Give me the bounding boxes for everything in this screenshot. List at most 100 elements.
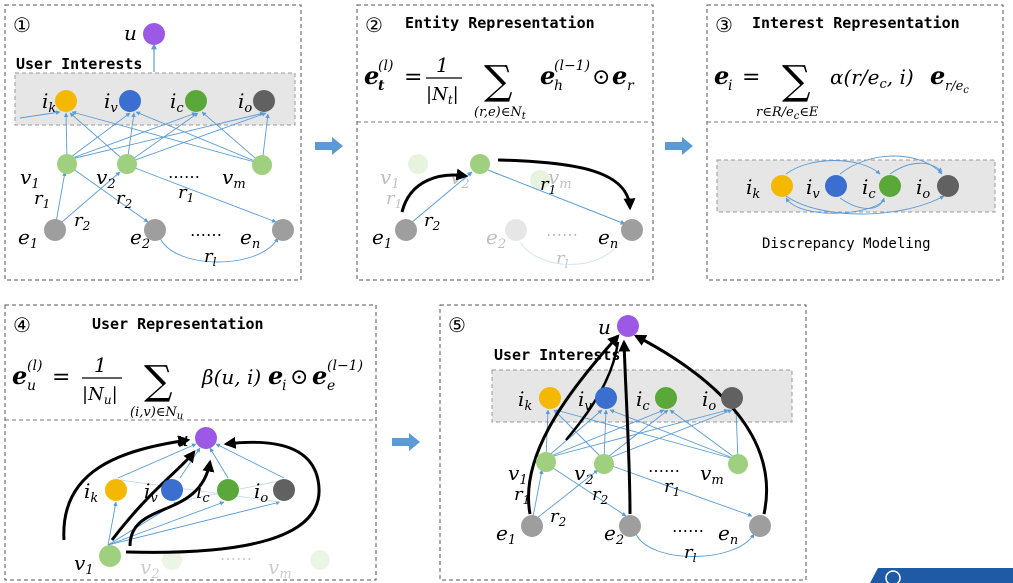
svg-text:i: i	[282, 378, 286, 394]
panel-1: ① User Interests u	[4, 4, 302, 281]
svg-text:r2: r2	[424, 210, 440, 233]
item-node-m	[252, 155, 272, 175]
svg-text:vm: vm	[268, 555, 292, 582]
item-node-m	[728, 454, 748, 474]
svg-text:=: =	[52, 365, 70, 390]
svg-text:r2: r2	[74, 210, 90, 233]
propagation-arrow	[110, 450, 196, 541]
e2-label: e	[130, 225, 142, 249]
svg-text:ic: ic	[170, 89, 184, 116]
svg-text:|Nt|: |Nt|	[426, 84, 459, 107]
p1-edges	[19, 110, 279, 263]
io-label: i	[254, 479, 260, 503]
r1-label: r	[178, 182, 188, 203]
item-node-2	[470, 154, 490, 174]
faded-nodes: v1 v2 vm e2 …… rl r1	[380, 154, 621, 271]
svg-text:v2: v2	[140, 555, 160, 582]
svg-text:ik: ik	[746, 175, 760, 202]
svg-text:iv: iv	[144, 479, 158, 506]
svg-text:h: h	[554, 78, 563, 94]
ik-label: i	[84, 479, 90, 503]
item-node-1	[57, 154, 77, 174]
ic-label: i	[862, 175, 868, 199]
v2-label: v	[96, 165, 108, 189]
svg-text:en: en	[598, 225, 618, 252]
r1-label: r	[540, 174, 550, 195]
p3-edges	[785, 155, 945, 215]
user-node	[195, 427, 217, 449]
e2-label: e	[604, 521, 616, 545]
svg-text:=: =	[404, 65, 422, 90]
interest-node-v	[825, 175, 847, 197]
vm-label: v	[700, 461, 712, 485]
propagation-arrow	[128, 459, 215, 547]
interest-node-v	[119, 90, 141, 112]
entity-node-2	[619, 515, 641, 537]
entity-node-n	[272, 219, 294, 241]
svg-text:……: ……	[546, 221, 578, 240]
panel-5-heading: User Interests	[494, 346, 620, 364]
svg-text:e: e	[612, 61, 627, 90]
faded-nodes: v2 vm ……	[140, 545, 330, 582]
interest-node-k	[55, 90, 77, 112]
svg-text:r1: r1	[540, 174, 556, 197]
panel-1-heading: User Interests	[16, 55, 142, 73]
r2-label: r	[74, 210, 84, 231]
propagation-arrow	[125, 436, 321, 554]
svg-text:io: io	[238, 89, 252, 116]
dots: ……	[672, 517, 704, 536]
propagation-arrow	[633, 334, 769, 515]
svg-text:v1: v1	[20, 165, 40, 192]
svg-text:(r,e)∈Nt: (r,e)∈Nt	[474, 105, 527, 122]
svg-text:io: io	[916, 175, 930, 202]
io-label: i	[916, 175, 922, 199]
svg-text:iv: iv	[806, 175, 820, 202]
svg-text:v2: v2	[96, 165, 116, 192]
r1-label: r	[664, 476, 674, 497]
svg-text:(l−1): (l−1)	[554, 58, 590, 74]
item-node-2	[594, 454, 614, 474]
svg-text:i: i	[728, 78, 732, 94]
e1-label: e	[496, 521, 508, 545]
propagation-arrow	[497, 158, 636, 211]
iv-label: i	[578, 387, 584, 411]
user-node	[617, 315, 639, 337]
user-formula: e u (l) = 1 |Nu| ∑ (i,v)∈Nu β(u, i) e i …	[12, 353, 363, 422]
item-node-1	[99, 545, 121, 567]
rl-label: r	[684, 542, 694, 563]
interest-node-k	[771, 175, 793, 197]
svg-text:r2: r2	[116, 188, 132, 211]
svg-text:∑: ∑	[782, 58, 811, 104]
entity-node-2	[144, 219, 166, 241]
panel-4: ④ User Representation e u (l) = 1 |Nu| ∑…	[4, 304, 377, 582]
panel-1-border	[4, 4, 302, 281]
panel-2-heading: Entity Representation	[405, 14, 595, 32]
interest-node-c	[217, 479, 239, 501]
svg-text:ik: ik	[84, 479, 98, 506]
user-label: u	[124, 21, 137, 45]
svg-text:|Nu|: |Nu|	[82, 384, 118, 407]
svg-text:∑: ∑	[484, 58, 513, 104]
svg-text:1: 1	[94, 353, 107, 377]
r2-label: r	[116, 188, 126, 209]
ic-label: i	[196, 479, 202, 503]
svg-text:en: en	[240, 225, 260, 252]
svg-text:e: e	[12, 361, 27, 390]
svg-text:iv: iv	[104, 89, 118, 116]
svg-text:⊙: ⊙	[592, 65, 610, 90]
propagation-arrow	[62, 435, 191, 541]
svg-text:e1: e1	[496, 521, 516, 548]
ik-label: i	[42, 89, 48, 113]
propagation-arrow	[565, 341, 620, 441]
e1-label: e	[372, 225, 384, 249]
panel-2: ② Entity Representation e t (l) = 1 |Nt|…	[356, 4, 654, 281]
dots: ……	[190, 221, 222, 240]
en-label: e	[240, 225, 252, 249]
interest-node-k	[105, 479, 127, 501]
edge	[404, 171, 473, 229]
svg-text:ic: ic	[196, 479, 210, 506]
interest-node-o	[273, 479, 295, 501]
user-label: u	[176, 427, 189, 451]
entity-node-1	[44, 219, 66, 241]
panel-2-border	[356, 4, 654, 281]
